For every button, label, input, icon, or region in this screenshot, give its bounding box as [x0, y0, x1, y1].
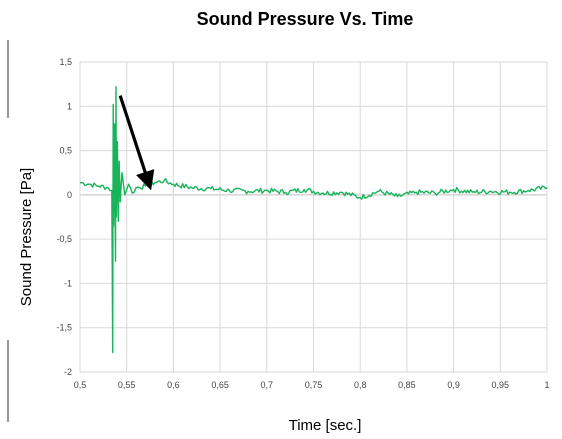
x-tick-label: 0,9	[447, 380, 460, 390]
x-tick-label: 0,75	[305, 380, 323, 390]
x-tick-label: 0,6	[167, 380, 180, 390]
y-axis-label: Sound Pressure [Pa]	[18, 168, 35, 306]
annotation-arrow	[118, 95, 155, 191]
x-tick-label: 0,7	[261, 380, 274, 390]
y-tick-label: 0	[67, 190, 72, 200]
x-tick-label: 1	[544, 380, 549, 390]
series-line	[79, 86, 548, 354]
y-axis-ticks: 1,5 1 0,5 0 -0,5 -1 -1,5 -2	[56, 57, 72, 377]
y-tick-label: -0,5	[56, 234, 72, 244]
chart-title: Sound Pressure Vs. Time	[197, 9, 414, 29]
y-tick-label: 1,5	[59, 57, 72, 67]
y-tick-label: 1	[67, 101, 72, 111]
y-tick-label: 0,5	[59, 146, 72, 156]
x-axis-label: Time [sec.]	[289, 417, 362, 434]
series	[79, 86, 548, 354]
annotations	[118, 95, 155, 191]
y-tick-label: -1	[64, 278, 72, 288]
x-tick-label: 0,85	[398, 380, 416, 390]
y-tick-label: -2	[64, 367, 72, 377]
grid	[79, 61, 548, 373]
x-tick-label: 0,5	[74, 380, 87, 390]
x-tick-label: 0,8	[354, 380, 367, 390]
x-tick-label: 0,95	[492, 380, 510, 390]
x-axis-ticks: 0,5 0,55 0,6 0,65 0,7 0,75 0,8 0,85 0,9 0,95 1	[74, 380, 550, 390]
x-tick-label: 0,65	[211, 380, 229, 390]
y-tick-label: -1,5	[56, 323, 72, 333]
x-tick-label: 0,55	[118, 380, 136, 390]
